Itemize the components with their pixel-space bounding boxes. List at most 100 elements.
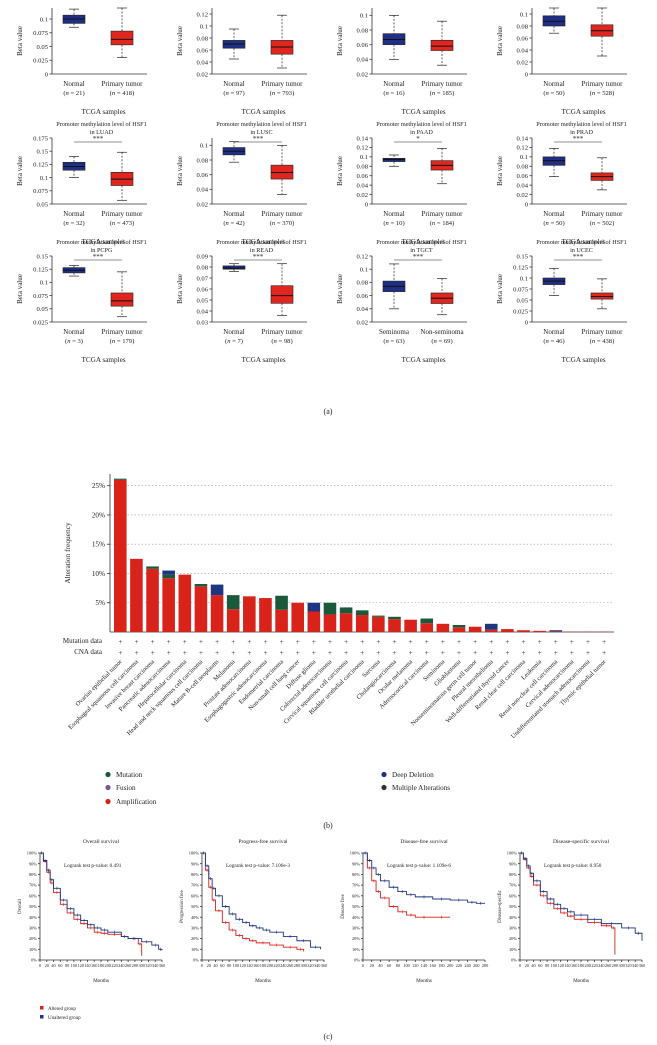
y-tick-label: 0.1 (40, 16, 48, 23)
x-tick-label: 200 (585, 963, 591, 968)
group-label: Normal (223, 80, 244, 88)
y-axis-label: Beta value (496, 156, 504, 186)
legend-label: Mutation (116, 771, 143, 779)
cna-data-mark: + (263, 649, 267, 657)
bar-segment-mutation (339, 607, 353, 614)
x-tick-label: 340 (632, 963, 638, 968)
x-tick-label: 80 (227, 963, 231, 968)
sample-size-label: (n = 42) (223, 220, 244, 227)
y-tick-label: 20% (509, 936, 517, 941)
y-tick-label: 0.02 (196, 201, 208, 208)
x-tick-label: 120 (412, 963, 418, 968)
legend-swatch-fusion (105, 784, 111, 791)
legend-label: Fusion (116, 784, 136, 792)
bar-segment-mutation (355, 610, 369, 616)
x-tick-label: 20 (207, 963, 211, 968)
y-tick-label: 0.02 (516, 192, 528, 199)
bar-segment-mutation (114, 478, 127, 480)
x-tick-label: 220 (456, 963, 462, 968)
y-tick-label: 0.1 (40, 280, 48, 287)
x-axis-label: TCGA samples (81, 108, 125, 116)
y-tick-label: 20% (191, 936, 199, 941)
mutation-data-mark: + (570, 638, 574, 646)
group-label: Seminoma (379, 328, 410, 336)
group-label: Normal (63, 80, 84, 88)
y-tick-label: 0 (525, 319, 529, 326)
x-tick-label: 100 (403, 963, 409, 968)
group-label: Normal (383, 80, 404, 88)
bar-segment-amplification (130, 558, 143, 632)
y-tick-label: 60% (29, 893, 37, 898)
y-tick-label: 0.04 (196, 187, 208, 194)
legend-swatch (40, 1006, 44, 1010)
mutation-data-mark: + (263, 638, 267, 646)
y-tick-label: 0.1 (360, 154, 368, 161)
legend-swatch-deep_deletion (381, 771, 387, 778)
y-tick-label: 0.12 (516, 145, 528, 152)
y-tick-label: 0.14 (356, 135, 368, 142)
chart-title: Promoter methylation level of HSF1 (376, 239, 466, 246)
x-tick-label: 260 (473, 963, 479, 968)
x-axis-label: TCGA samples (401, 238, 445, 246)
boxplot-chart: 0.02 0.04 0.06 0.08 0.1 Beta value TCGA sample… (336, 8, 467, 116)
y-tick-label: 100% (27, 851, 38, 856)
y-tick-label: 0.1 (360, 13, 368, 20)
x-tick-label: 260 (605, 963, 611, 968)
significance-label: *** (93, 135, 104, 143)
y-tick-label: 70% (191, 883, 199, 888)
y-tick-label: 0% (31, 958, 37, 963)
sample-size-label: (n = 63) (383, 338, 404, 345)
bar-segment-amplification (323, 614, 337, 632)
y-tick-label: 60% (509, 893, 517, 898)
y-tick-label: 0% (511, 958, 517, 963)
cna-data-mark: + (376, 649, 380, 657)
survival-line-unaltered (520, 852, 643, 941)
cna-data-mark: + (522, 649, 526, 657)
cna-data-mark: + (360, 649, 364, 657)
y-tick-label: 0.06 (196, 172, 208, 179)
category-label: Esophageal squamous cell carcinoma (67, 658, 140, 731)
mutation-data-mark: + (602, 638, 606, 646)
y-tick-label: 30% (352, 926, 360, 931)
y-tick-label: 0.08 (356, 280, 368, 287)
mutation-data-mark: + (118, 638, 122, 646)
sample-size-label: (n = 50) (543, 90, 564, 97)
mutation-data-mark: + (425, 638, 429, 646)
y-tick-label: 0.1 (40, 175, 48, 182)
y-tick-label: 0.02 (356, 192, 368, 199)
bar-segment-mutation (420, 618, 434, 624)
y-tick-label: 0.1 (520, 275, 528, 282)
y-tick-label: 0 (365, 201, 369, 208)
survival-line-unaltered (202, 852, 322, 950)
bar-segment-mutation (452, 624, 466, 628)
y-tick-label: 0.05 (196, 297, 208, 304)
x-tick-label: 220 (591, 963, 597, 968)
mutation-data-mark: + (473, 638, 477, 646)
x-tick-label: 160 (571, 963, 577, 968)
chart-title: in PAAD (410, 129, 433, 136)
mutation-data-mark: + (215, 638, 219, 646)
sample-size-label: (n = 10) (383, 220, 404, 227)
significance-label: *** (253, 135, 264, 143)
group-label: Primary tumor (261, 210, 303, 218)
chart-title: Promoter methylation level of HSF1 (536, 239, 626, 246)
y-tick-label: 0.075 (513, 286, 529, 293)
x-tick-label: 200 (447, 963, 453, 968)
y-tick-label: 60% (191, 893, 199, 898)
cna-data-mark: + (344, 649, 348, 657)
x-tick-label: 180 (578, 963, 584, 968)
y-tick-label: 0.09 (196, 253, 208, 260)
chart-title: in PRAD (570, 129, 593, 136)
bar-segment-deep_deletion (484, 623, 498, 630)
chart-title: Promoter methylation level of HSF1 (536, 121, 626, 128)
x-tick-label: 0 (362, 963, 364, 968)
sample-size-label: (n = 184) (430, 220, 455, 227)
survival-legend: Altered group Unaltered group (40, 1006, 81, 1021)
bar-segment-mutation (146, 566, 159, 569)
y-tick-label: 0.1 (520, 11, 528, 18)
y-axis-label: Beta value (336, 274, 344, 304)
group-label: Primary tumor (101, 80, 143, 88)
y-tick-label: 0.08 (196, 157, 208, 164)
y-axis-label: Beta value (176, 26, 184, 56)
